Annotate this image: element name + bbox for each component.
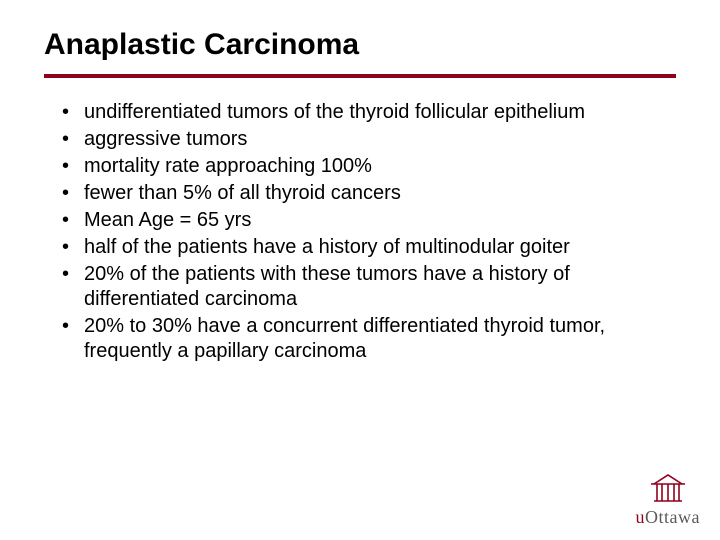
logo-text: uOttawa xyxy=(636,507,700,528)
building-icon xyxy=(648,471,688,505)
list-item: aggressive tumors xyxy=(62,127,676,152)
logo-prefix: u xyxy=(636,507,646,527)
list-item: undifferentiated tumors of the thyroid f… xyxy=(62,100,676,125)
list-item: 20% of the patients with these tumors ha… xyxy=(62,262,676,312)
title-divider xyxy=(44,74,676,78)
list-item: 20% to 30% have a concurrent differentia… xyxy=(62,314,676,364)
list-item: fewer than 5% of all thyroid cancers xyxy=(62,181,676,206)
list-item: mortality rate approaching 100% xyxy=(62,154,676,179)
list-item: half of the patients have a history of m… xyxy=(62,235,676,260)
slide-title: Anaplastic Carcinoma xyxy=(44,28,676,62)
university-logo: uOttawa xyxy=(636,471,700,528)
bullet-list: undifferentiated tumors of the thyroid f… xyxy=(62,100,676,364)
slide: Anaplastic Carcinoma undifferentiated tu… xyxy=(0,0,720,540)
list-item: Mean Age = 65 yrs xyxy=(62,208,676,233)
logo-name: Ottawa xyxy=(645,507,700,527)
slide-content: undifferentiated tumors of the thyroid f… xyxy=(44,100,676,364)
